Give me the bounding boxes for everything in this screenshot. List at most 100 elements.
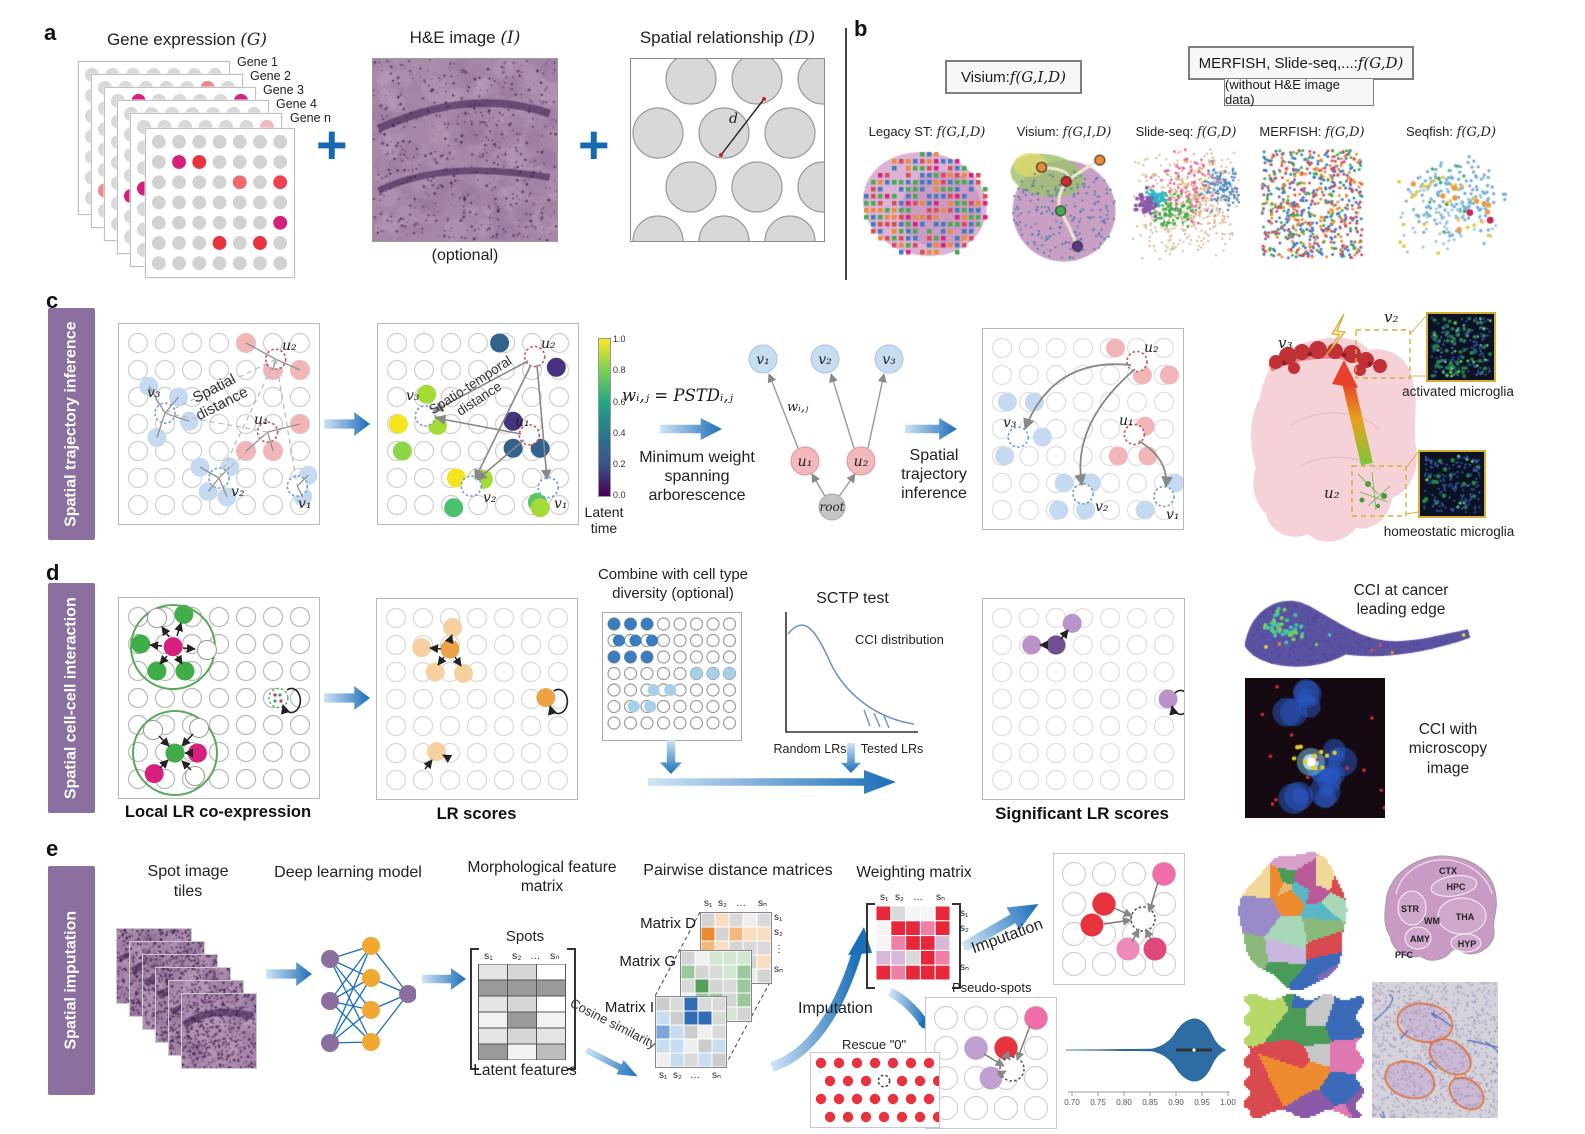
plus-icon: +	[578, 115, 610, 175]
morph-matrix-label: Morphological feature matrix	[467, 859, 617, 896]
tree-node-v1: v₁	[756, 352, 770, 368]
region-label-ctx: CTX	[1439, 866, 1457, 876]
violin-tick: 0.90	[1168, 1098, 1184, 1107]
node-label-v1: v₁	[298, 496, 312, 512]
node-label-u2: u₂	[1144, 340, 1159, 356]
gene-label: Gene 4	[276, 97, 318, 111]
s-label: …	[736, 898, 746, 909]
gene-layer-card-front	[145, 128, 295, 278]
flow-arrow-icon	[905, 418, 957, 440]
edge-weight-label: wᵢ,ⱼ	[787, 400, 809, 415]
violin-tick: 0.70	[1064, 1098, 1080, 1107]
region-label-str: STR	[1401, 904, 1420, 914]
activated-microglia-image	[1426, 312, 1496, 382]
matrix-g-label: Matrix G	[619, 953, 676, 970]
s-label: …	[530, 950, 541, 962]
merfish-label: MERFISH: f(G,D)	[1259, 124, 1365, 140]
s-label: s₁	[704, 898, 713, 909]
panel-c-label: c	[46, 288, 59, 313]
node-label-u2: u₂	[282, 338, 297, 354]
panel-divider	[845, 28, 847, 280]
sidebar-cell-cell-interaction: Spatial cell-cell interaction	[48, 583, 95, 813]
latent-time-colorbar	[598, 338, 611, 497]
tree-node-u2: u₂	[854, 454, 869, 470]
homeostatic-roi-box	[1351, 465, 1407, 517]
s-label: s₂	[774, 927, 783, 938]
s-label: sₙ	[960, 962, 969, 973]
legacy-st-label: Legacy ST: f(G,I,D)	[868, 124, 986, 140]
deep-learning-label: Deep learning model	[274, 864, 422, 881]
imputation-arrow-icon	[961, 904, 1039, 952]
gene-label: Gene n	[290, 111, 332, 125]
colorbar-tick: 0.2	[613, 459, 626, 469]
pstd-formula: wᵢ,ⱼ = PSTDᵢ,ⱼ	[622, 386, 733, 405]
region-label-pfc: PFC	[1395, 950, 1414, 960]
tested-lrs-label: Tested LRs	[860, 742, 924, 756]
microscopy-caption: CCI with microscopy image	[1408, 721, 1488, 777]
pseudo-spots-label: Pseudo-spots	[952, 980, 1032, 995]
node-label-v2: v₂	[231, 484, 245, 500]
random-lrs-label: Random LRs	[773, 742, 847, 756]
panel-d-label: d	[46, 560, 60, 585]
sidebar-spatial-trajectory: Spatial trajectory inference	[48, 308, 95, 540]
segmented-tissue-image	[1372, 982, 1498, 1118]
homeostatic-microglia-image	[1418, 450, 1486, 518]
arborescence-tree: v₁ v₂ v₃ u₁ u₂ root wᵢ,ⱼ	[748, 344, 904, 521]
region-label-wm: WM	[1424, 916, 1440, 926]
violin-tick: 0.85	[1142, 1098, 1158, 1107]
node-label-v3: v₃	[147, 385, 161, 401]
activated-microglia-caption: activated microglia	[1402, 384, 1514, 399]
s-label: s₂	[718, 898, 727, 909]
gene-label: Gene 2	[250, 69, 292, 83]
down-arrow-icon	[660, 740, 682, 774]
matrix-bracket-left	[470, 948, 479, 1070]
tree-node-v3: v₃	[882, 352, 896, 368]
colorbar-label: Latent time	[584, 504, 624, 536]
s-label: s₂	[512, 950, 522, 962]
region-label-amy: AMY	[1410, 934, 1430, 944]
node-label-v1: v₁	[1166, 507, 1180, 523]
matrix-d-label: Matrix D	[640, 915, 696, 932]
flow-arrow-icon	[422, 968, 466, 990]
spatio-temporal-box: u₂ u₁ v₃ v₂ v₁ Spatio-temporal distance	[377, 323, 579, 525]
s-label: …	[913, 892, 923, 903]
spot-tiles-label: Spot image tiles	[147, 863, 229, 900]
violin-tick: 0.80	[1116, 1098, 1132, 1107]
spatial-relationship-diagram: d	[630, 58, 825, 242]
s-label: ⋮	[774, 944, 784, 955]
imputation-result-box	[1053, 853, 1185, 985]
violin-tick: 1.00	[1220, 1098, 1236, 1107]
colorbar-tick: 0.8	[613, 365, 626, 375]
visium-image	[1008, 146, 1120, 264]
node-label-v3: v₃	[406, 388, 420, 404]
spatial-relationship-title: Spatial relationship (D)	[639, 28, 816, 48]
seqfish-image	[1392, 148, 1510, 260]
seqfish-label: Seqfish: f(G,D)	[1405, 124, 1497, 140]
s-label: s₂	[960, 923, 969, 934]
visium-function-box: Visium: f(G,I,D)	[945, 60, 1082, 94]
morph-feature-cells	[478, 964, 566, 1060]
flow-arrow-icon	[266, 962, 312, 986]
node-label-u2: u₂	[541, 336, 556, 352]
s-label: s₁	[484, 950, 493, 962]
weighting-matrix-label: Weighting matrix	[856, 864, 972, 881]
neural-network-diagram	[321, 937, 416, 1052]
s-label: s₂	[673, 1070, 682, 1081]
activated-roi-box	[1355, 329, 1411, 379]
s-label: sₙ	[550, 950, 560, 962]
colorbar-tick: 0.6	[613, 397, 626, 407]
distance-line	[720, 98, 765, 156]
node-label-u1: u₁	[1119, 413, 1134, 429]
local-lr-caption: Local LR co-expression	[124, 803, 312, 821]
node-label-v2: v₂	[1095, 499, 1109, 515]
lr-scores-caption: LR scores	[436, 805, 517, 823]
legacy-st-image	[860, 148, 995, 260]
gene-label: Gene 1	[237, 55, 279, 69]
panel-e-label: e	[46, 836, 59, 861]
gene-label: Gene 3	[263, 83, 305, 97]
cancer-leading-edge-image	[1240, 594, 1475, 678]
node-label-v1: v₁	[554, 496, 568, 512]
significant-lr-box	[982, 598, 1185, 800]
pseudo-spots-box	[925, 997, 1057, 1129]
